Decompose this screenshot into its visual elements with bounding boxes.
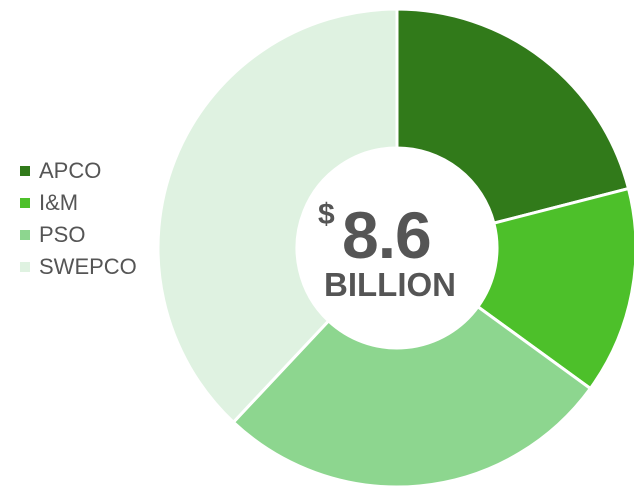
center-total-value: 8.6 [342, 198, 432, 272]
center-total: $ 8.6 [318, 198, 448, 272]
legend-item-apco: APCO [20, 155, 137, 187]
legend-label-im: I&M [39, 190, 79, 215]
legend-swatch-pso [20, 230, 30, 240]
legend-swatch-im [20, 198, 30, 208]
legend-item-swepco: SWEPCO [20, 251, 137, 283]
donut-slice-apco [395, 7, 631, 225]
legend-swatch-apco [20, 166, 30, 176]
legend-label-swepco: SWEPCO [39, 254, 137, 279]
legend-item-im: I&M [20, 187, 137, 219]
center-total-unit: BILLION [324, 266, 456, 303]
center-currency-symbol: $ [318, 198, 335, 231]
legend-swatch-swepco [20, 262, 30, 272]
donut-slice-pso [231, 304, 593, 487]
chart-legend: APCO I&M PSO SWEPCO [20, 155, 137, 283]
donut-slice-im [475, 186, 634, 391]
donut-slice-swepco [156, 7, 399, 425]
legend-label-apco: APCO [39, 158, 102, 183]
legend-item-pso: PSO [20, 219, 137, 251]
legend-label-pso: PSO [39, 222, 86, 247]
